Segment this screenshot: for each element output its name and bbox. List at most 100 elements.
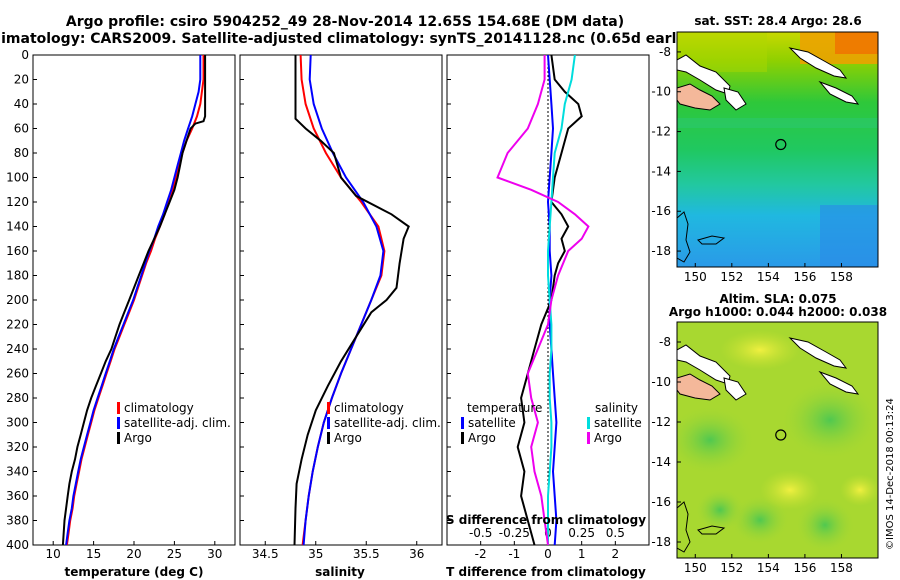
sla-map-title-1: Altim. SLA: 0.075	[719, 292, 836, 306]
t-difference-xlabel: T difference from climatology	[446, 565, 646, 579]
title-line2: Climatology: CARS2009. Satellite-adjuste…	[0, 31, 704, 47]
land-solomon-1	[788, 337, 848, 369]
series-argo	[61, 55, 207, 545]
y-tick-label: 400	[6, 538, 29, 552]
salinity-axes-frame	[239, 54, 443, 546]
map-y-tick-label: -18	[651, 535, 671, 549]
sla-map-frame	[676, 321, 879, 559]
difference-legend: temperature satellite Argo salinity sate…	[461, 401, 642, 445]
series-salinity-argo	[496, 55, 590, 545]
land-reef-1	[677, 501, 691, 553]
x-tick-label: 10	[46, 547, 61, 561]
sla-low-4	[795, 497, 855, 553]
sla-low-2	[780, 380, 878, 460]
temperature-panel: 0 20 40 60 80 100 120 140 160 180 200 220 240 260 280 3…	[6, 48, 451, 579]
land-new-guinea	[677, 83, 721, 111]
series-argo	[293, 55, 410, 545]
s-difference-xlabel: S difference from climatology	[446, 513, 646, 527]
sst-map-frame	[676, 31, 879, 268]
map-x-tick-label: 158	[830, 270, 853, 284]
series-satellite-adj-clim-	[302, 55, 385, 545]
x-tick-label: 30	[207, 547, 222, 561]
legend-label-s-argo: Argo	[594, 431, 622, 445]
legend-label-s-satellite: satellite	[594, 416, 642, 430]
map-x-tick-label: 158	[830, 561, 853, 575]
y-tick-label: 240	[6, 342, 29, 356]
legend-label-argo: Argo	[124, 431, 152, 445]
argo-position-marker	[775, 429, 787, 441]
s-diff-tick-label: 0.25	[568, 526, 595, 540]
legend-swatch-satellite	[117, 417, 120, 429]
sla-high-3	[720, 330, 800, 370]
y-tick-label: 200	[6, 293, 29, 307]
s-diff-tick-label: -0.5	[469, 526, 492, 540]
map-y-tick-label: -12	[651, 125, 671, 139]
x-tick-label: 36	[409, 547, 424, 561]
s-diff-tick-label: 0.5	[606, 526, 625, 540]
map-x-tick-label: 152	[720, 561, 743, 575]
y-tick-label: 80	[14, 146, 29, 160]
x-tick-label: -2	[475, 547, 487, 561]
legend-label-t-satellite: satellite	[468, 416, 516, 430]
x-tick-label: 35.5	[353, 547, 380, 561]
y-tick-label: 60	[14, 122, 29, 136]
series-climatology	[65, 55, 205, 545]
x-tick-label: 1	[578, 547, 586, 561]
legend-label-argo: Argo	[334, 431, 362, 445]
y-tick-label: 160	[6, 244, 29, 258]
sst-hot-patch	[835, 32, 878, 54]
land-solomon-2	[818, 80, 860, 105]
temperature-legend: climatology satellite-adj. clim. Argo	[117, 401, 231, 445]
x-tick-label: 34.5	[252, 547, 279, 561]
map-y-tick-label: -8	[659, 45, 671, 59]
y-tick-label: 260	[6, 367, 29, 381]
salinity-legend: climatology satellite-adj. clim. Argo	[327, 401, 441, 445]
x-tick-label: 15	[86, 547, 101, 561]
map-x-tick-label: 156	[793, 270, 816, 284]
map-y-tick-label: -16	[651, 204, 671, 218]
land-reef-1	[677, 211, 691, 263]
land-islet	[723, 87, 747, 111]
y-tick-label: 40	[14, 97, 29, 111]
sla-map-panel: Altim. SLA: 0.075 Argo h1000: 0.044 h200…	[651, 292, 887, 575]
map-x-tick-label: 154	[757, 270, 780, 284]
legend-swatch-climatology	[327, 402, 330, 414]
legend-swatch-argo	[117, 432, 120, 444]
sla-low-3	[730, 495, 790, 545]
legend-label-t-argo: Argo	[468, 431, 496, 445]
sst-cool-patch	[820, 205, 878, 267]
x-tick-label: -1	[508, 547, 520, 561]
legend-swatch-climatology	[117, 402, 120, 414]
y-tick-label: 140	[6, 220, 29, 234]
legend-label-satellite: satellite-adj. clim.	[124, 416, 231, 430]
map-x-tick-label: 154	[757, 561, 780, 575]
land-new-guinea	[677, 373, 721, 401]
x-tick-label: 35	[308, 547, 323, 561]
y-tick-label: 360	[6, 489, 29, 503]
sla-map-title-2: Argo h1000: 0.044 h2000: 0.038	[669, 305, 887, 319]
sla-high-1	[760, 470, 820, 510]
series-temperature-argo	[516, 55, 583, 545]
map-y-tick-label: -12	[651, 415, 671, 429]
sla-low-1	[677, 405, 755, 475]
temperature-xlabel: temperature (deg C)	[65, 565, 204, 579]
land-islet	[723, 377, 747, 401]
s-diff-tick-label: -0.25	[499, 526, 530, 540]
sst-map-title: sat. SST: 28.4 Argo: 28.6	[694, 14, 861, 28]
x-tick-label: 2	[612, 547, 620, 561]
land-solomon-2	[818, 370, 860, 395]
difference-panel: -2 -1 0 1 2 -0.5 -0.25 0 0.25 0.5 T difference f…	[446, 54, 650, 579]
sla-high-2	[840, 474, 878, 506]
y-tick-label: 300	[6, 416, 29, 430]
sst-map-panel: sat. SST: 28.4 Argo: 28.6 -8 -10 -12 -14 -16…	[651, 14, 879, 284]
series-salinity-satellite	[547, 55, 576, 545]
map-y-tick-label: -14	[651, 164, 671, 178]
y-tick-label: 320	[6, 440, 29, 454]
legend-label-climatology: climatology	[124, 401, 194, 415]
land-solomon-1	[788, 47, 848, 79]
legend-label-climatology: climatology	[334, 401, 404, 415]
y-tick-label: 280	[6, 391, 29, 405]
legend-title-temperature: temperature	[467, 401, 542, 415]
x-tick-label: 20	[126, 547, 141, 561]
map-y-tick-label: -18	[651, 244, 671, 258]
